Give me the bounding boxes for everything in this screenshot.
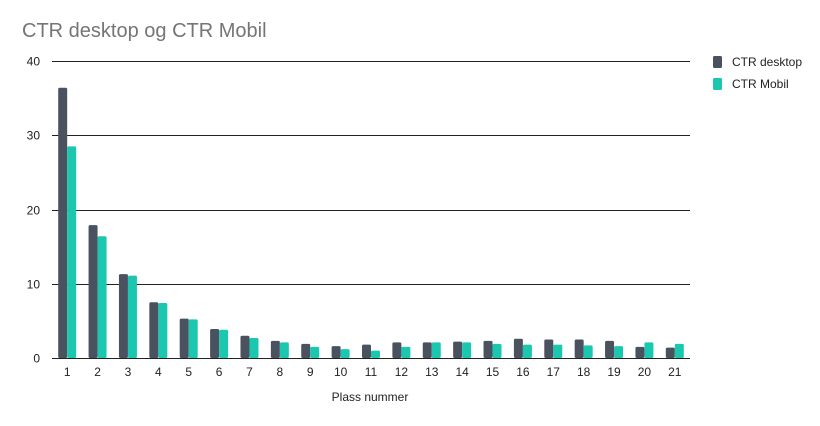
bar-desktop-3 [118,274,128,358]
x-tick-label: 17 [547,365,561,379]
bar-desktop-16 [513,338,523,358]
x-tick-label: 2 [94,365,101,379]
bar-desktop-9 [301,343,311,358]
bar-mobil-15 [492,343,502,358]
gridlines [52,61,690,359]
bar-mobil-13 [431,342,441,358]
x-tick-label: 9 [307,365,314,379]
bar-desktop-8 [270,340,280,358]
bar-mobil-2 [97,236,107,358]
bar-desktop-17 [544,339,554,358]
bar-desktop-4 [149,302,159,358]
y-tick-label: 20 [27,204,41,218]
bar-mobil-17 [553,344,563,358]
bar-mobil-12 [401,346,411,358]
bar-mobil-8 [279,342,289,358]
bar-desktop-12 [392,342,402,358]
x-axis-ticks: 1 2 3 4 5 6 7 8 9 10 11 12 13 14 15 16 17 18 19 20 21 [64,365,682,379]
bars [58,87,684,358]
x-tick-label: 13 [425,365,439,379]
y-tick-label: 0 [33,352,40,366]
x-tick-label: 20 [638,365,652,379]
bar-desktop-20 [635,346,645,358]
bar-mobil-20 [644,342,654,358]
x-tick-label: 7 [246,365,253,379]
bar-desktop-2 [88,225,98,358]
x-tick-label: 16 [516,365,530,379]
bar-mobil-21 [674,343,684,358]
bar-mobil-4 [158,303,168,358]
x-axis-label: Plass nummer [332,390,409,404]
bar-mobil-7 [249,337,259,358]
bar-mobil-1 [67,146,77,358]
x-tick-label: 5 [185,365,192,379]
bar-mobil-19 [614,346,624,358]
x-tick-label: 6 [216,365,223,379]
x-tick-label: 8 [277,365,284,379]
bar-desktop-6 [210,329,220,358]
bar-desktop-13 [422,342,432,358]
bar-desktop-19 [605,340,615,358]
bar-mobil-18 [583,345,593,358]
bar-mobil-6 [219,329,229,358]
bar-desktop-14 [453,341,463,358]
x-tick-label: 19 [607,365,621,379]
bar-desktop-11 [362,344,371,358]
y-axis-ticks: 0 10 20 30 40 [27,55,41,366]
legend-label-desktop: CTR desktop [732,55,802,69]
bar-mobil-3 [127,275,137,358]
x-tick-label: 21 [668,365,682,379]
legend-swatch-desktop [713,56,722,68]
bar-mobil-5 [188,319,198,358]
bar-mobil-10 [340,349,350,358]
bar-mobil-14 [462,342,472,358]
bar-desktop-7 [240,335,250,358]
x-tick-label: 4 [155,365,162,379]
x-tick-label: 3 [125,365,132,379]
bar-desktop-1 [58,87,68,358]
x-tick-label: 14 [455,365,469,379]
x-tick-label: 11 [365,365,378,379]
y-tick-label: 30 [27,129,41,143]
bar-mobil-16 [522,344,532,358]
y-tick-label: 40 [27,55,41,69]
x-tick-label: 15 [486,365,500,379]
y-tick-label: 10 [27,278,41,292]
x-tick-label: 1 [64,365,71,379]
bar-mobil-9 [310,346,320,358]
x-tick-label: 12 [395,365,409,379]
legend: CTR desktop CTR Mobil [713,55,802,91]
chart-title: CTR desktop og CTR Mobil [22,20,267,42]
bar-mobil-11 [371,350,380,358]
bar-desktop-5 [179,318,189,358]
legend-swatch-mobil [713,78,722,90]
bar-desktop-21 [665,347,675,358]
x-tick-label: 18 [577,365,591,379]
legend-label-mobil: CTR Mobil [732,77,789,91]
bar-desktop-18 [574,339,584,358]
bar-desktop-10 [331,346,341,358]
x-tick-label: 10 [334,365,348,379]
bar-desktop-15 [483,340,493,358]
